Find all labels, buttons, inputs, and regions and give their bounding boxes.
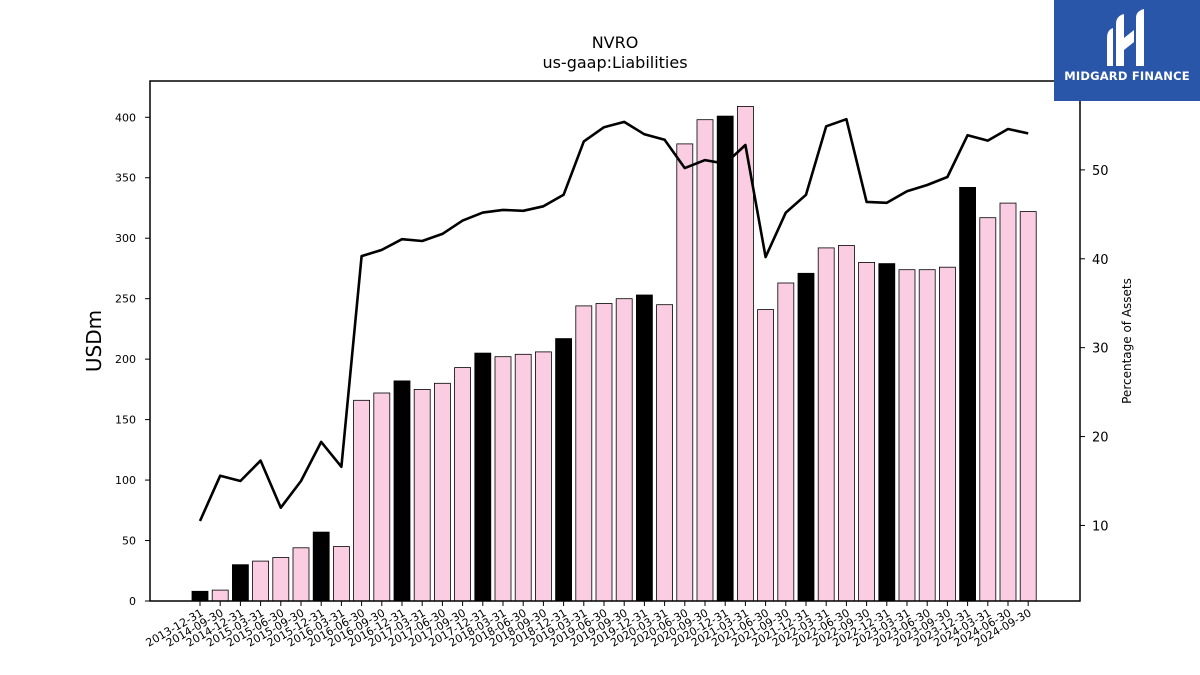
logo-mark-icon xyxy=(1107,9,1144,66)
y2-tick-label: 20 xyxy=(1092,431,1109,446)
bar xyxy=(878,263,896,602)
bar xyxy=(999,202,1017,602)
bar xyxy=(696,119,714,602)
y-tick-label: 100 xyxy=(115,474,136,487)
bar xyxy=(454,367,472,602)
bar xyxy=(494,356,512,602)
y-tick-label: 0 xyxy=(129,595,136,608)
y-tick-label: 350 xyxy=(115,172,136,185)
bar xyxy=(231,564,249,602)
y2-tick-label: 30 xyxy=(1092,342,1109,357)
brand-name: MIDGARD FINANCE xyxy=(1064,69,1190,83)
bar xyxy=(817,247,835,602)
y-tick-label: 300 xyxy=(115,232,136,245)
bar xyxy=(433,382,451,602)
bar xyxy=(979,217,997,602)
y2-tick-label: 40 xyxy=(1092,253,1109,268)
bar xyxy=(757,309,774,602)
bar xyxy=(413,388,431,602)
bar xyxy=(838,245,855,602)
y-tick-label: 200 xyxy=(115,353,136,366)
y-tick-label: 250 xyxy=(115,293,136,306)
chart-title: NVRO xyxy=(592,33,639,52)
bar xyxy=(474,352,492,602)
percentage-series-line xyxy=(198,117,1029,522)
y-tick-label: 50 xyxy=(122,535,136,548)
bar xyxy=(797,272,815,602)
bar xyxy=(191,590,209,602)
right-axis-ticks: 10 20 30 40 50 xyxy=(1080,164,1109,534)
bar xyxy=(858,261,875,602)
bar xyxy=(615,298,633,602)
bar xyxy=(312,531,330,602)
bar xyxy=(777,282,795,602)
plot-frame xyxy=(149,80,1081,602)
bar xyxy=(918,269,936,602)
y-tick-label: 400 xyxy=(115,111,136,124)
bar xyxy=(959,186,976,602)
bar xyxy=(636,294,653,602)
y-tick-label: 150 xyxy=(115,414,136,427)
bar xyxy=(535,351,552,602)
chart-subtitle: us-gaap:Liabilities xyxy=(542,53,687,72)
bar xyxy=(1019,211,1037,602)
percentage-line xyxy=(198,117,1029,522)
bar xyxy=(353,399,371,602)
bars xyxy=(191,106,1037,602)
bar xyxy=(939,266,956,602)
bar xyxy=(393,380,411,602)
bar xyxy=(292,547,310,602)
left-axis-ticks: 0 50 100 150 200 250 300 350 400 xyxy=(115,111,150,608)
brand-logo: MIDGARD FINANCE xyxy=(1054,0,1200,101)
bar xyxy=(332,546,350,602)
bar xyxy=(575,305,593,602)
bar xyxy=(272,557,290,602)
bar xyxy=(514,353,532,602)
bar xyxy=(555,338,572,602)
y-axis-label: USDm xyxy=(82,310,106,372)
bar xyxy=(373,392,391,602)
bar xyxy=(211,589,229,602)
bar xyxy=(898,269,916,602)
bar xyxy=(716,115,734,602)
y2-tick-label: 50 xyxy=(1092,164,1109,179)
x-axis-ticks: 2013-12-312014-09-302014-12-312015-03-31… xyxy=(144,601,1034,650)
y2-tick-label: 10 xyxy=(1092,519,1109,534)
bar xyxy=(656,304,673,602)
bar xyxy=(252,560,270,602)
bar xyxy=(676,143,694,602)
y2-axis-label: Percentage of Assets xyxy=(1120,278,1134,404)
bar xyxy=(595,303,613,602)
